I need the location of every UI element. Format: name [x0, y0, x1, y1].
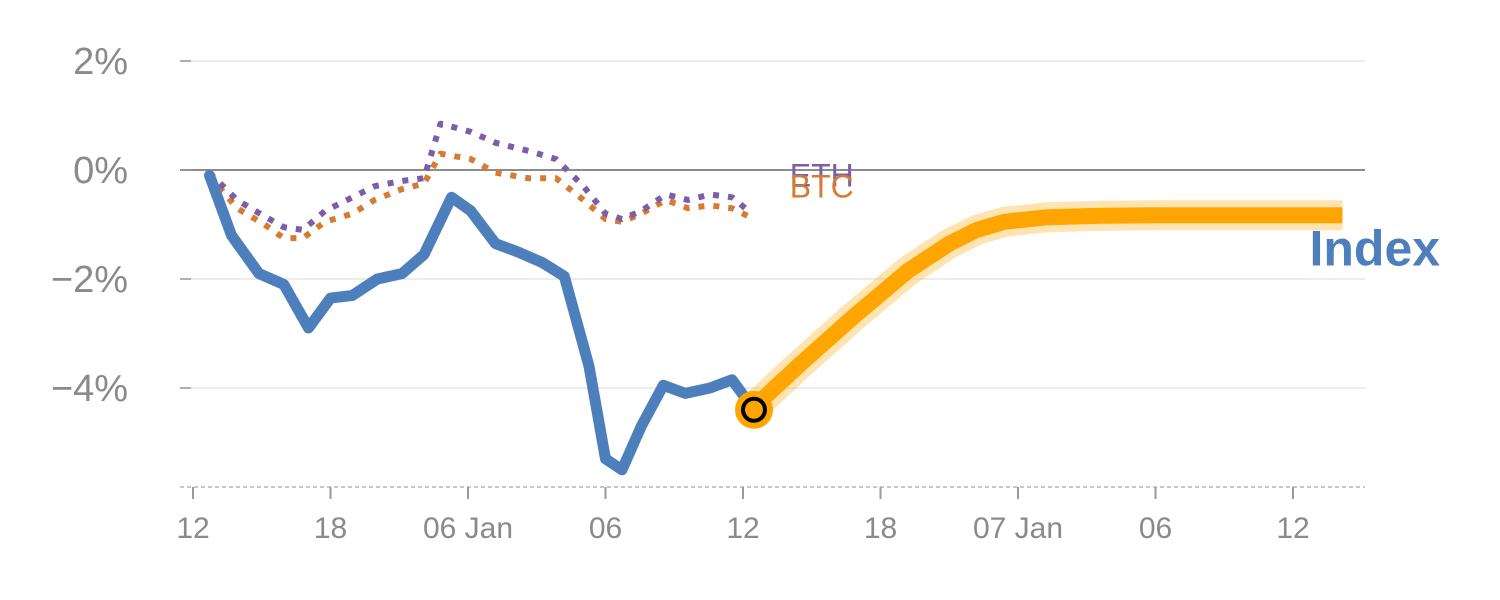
- series-lines: [204, 120, 1343, 476]
- y-tick-label: −2%: [51, 259, 128, 301]
- y-tick-label: −4%: [51, 368, 128, 410]
- y-tick-label: 0%: [73, 150, 128, 192]
- x-tick-label: 12: [1276, 512, 1309, 545]
- forecast-band: [743, 200, 1343, 419]
- marker-ring: [741, 396, 767, 423]
- y-axis: 2% 0% −2% −4%: [51, 41, 191, 410]
- series-line-forecast: [748, 207, 1343, 413]
- series-label-btc: BTC: [790, 168, 854, 204]
- x-tick-label: 06: [589, 512, 622, 545]
- x-tick-label: 18: [864, 512, 897, 545]
- x-axis: 12 18 06 Jan 06 12 18 07 Jan 06 12: [176, 486, 1365, 545]
- series-line-btc: [207, 150, 750, 242]
- marker-outer: [735, 390, 773, 429]
- x-tick-label: 07 Jan: [973, 512, 1063, 545]
- x-tick-label: 06: [1139, 512, 1172, 545]
- x-tick-label: 18: [314, 512, 347, 545]
- x-tick-label: 12: [726, 512, 759, 545]
- y-tick-label: 2%: [73, 41, 128, 83]
- series-line-index: [204, 169, 760, 476]
- x-tick-label: 06 Jan: [423, 512, 513, 545]
- x-tick-label: 12: [176, 512, 209, 545]
- series-label-index: Index: [1310, 220, 1441, 276]
- series-label-eth: ETH: [790, 157, 854, 193]
- series-line-eth: [207, 120, 751, 233]
